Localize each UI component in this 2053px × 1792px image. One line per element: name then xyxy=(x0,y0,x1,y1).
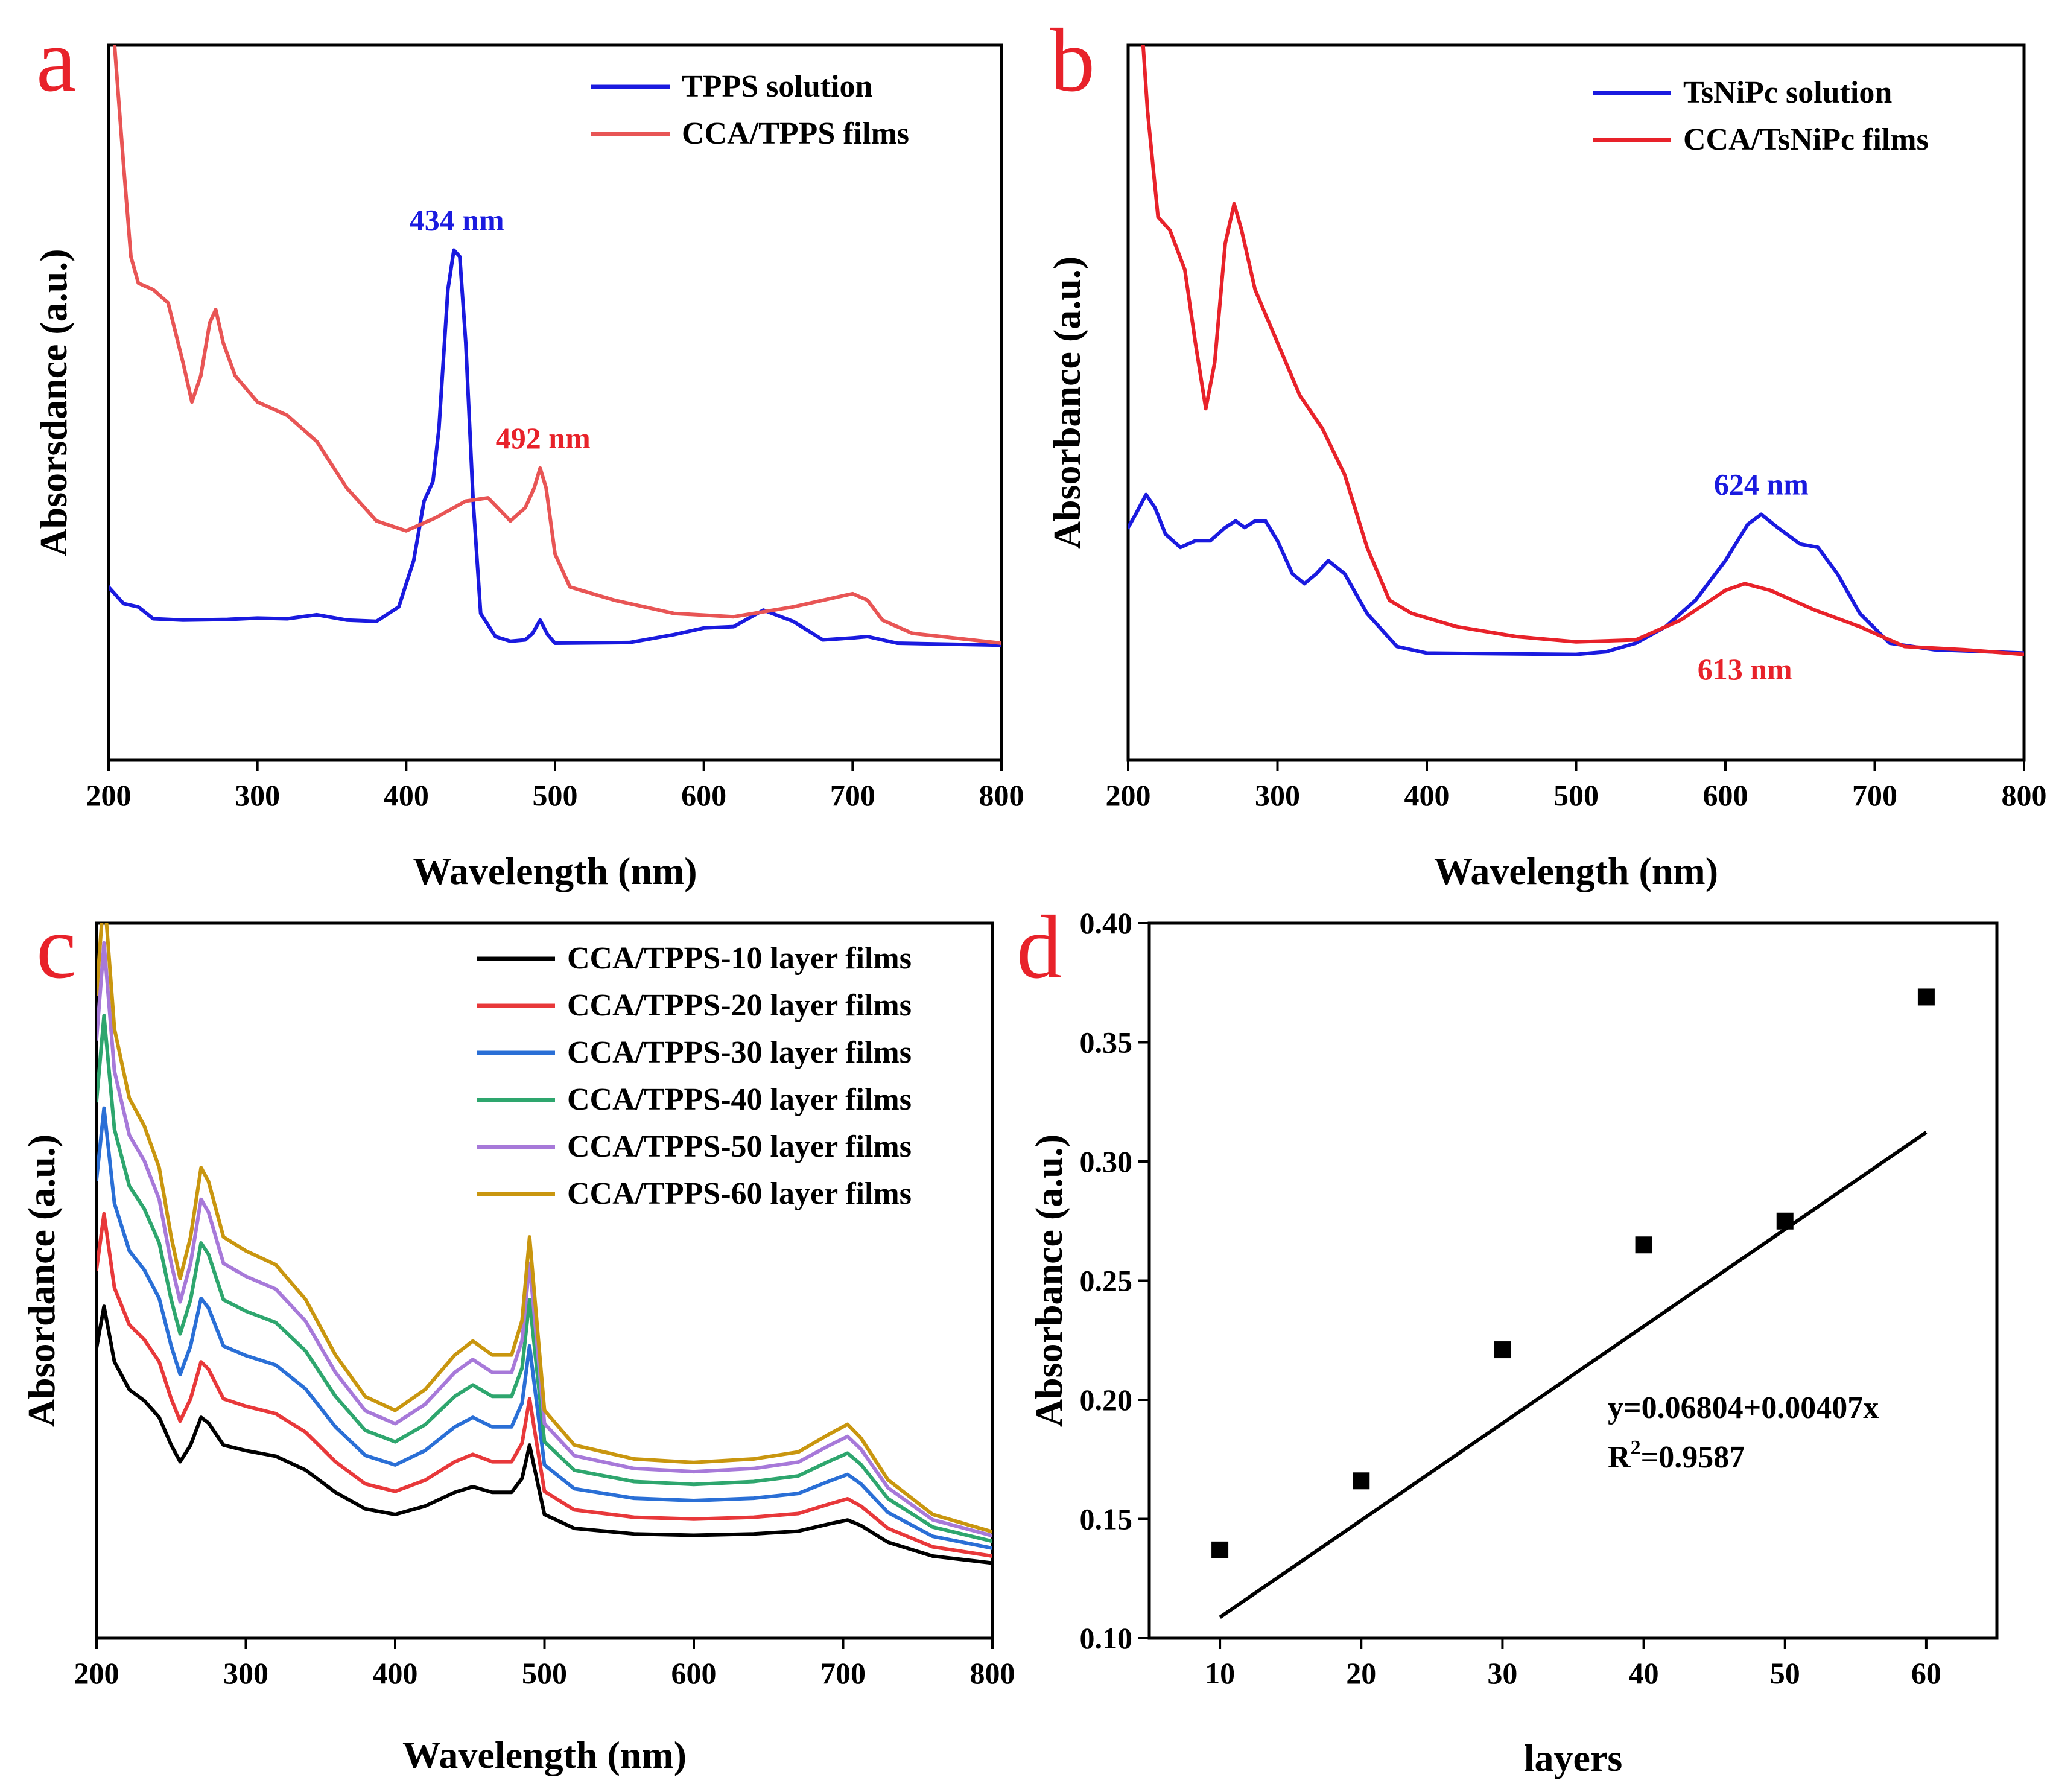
y-tick-label-d-4: 0.30 xyxy=(1080,1145,1133,1178)
series-line-c-3 xyxy=(97,1014,992,1543)
data-point-1 xyxy=(1353,1472,1370,1490)
x-tick-label-b-0: 200 xyxy=(1106,778,1151,812)
panel-label-a: a xyxy=(36,10,77,110)
x-tick-label-b-2: 400 xyxy=(1404,778,1450,812)
panel-label-b: b xyxy=(1050,10,1095,110)
legend-label-c-3: CCA/TPPS-40 layer films xyxy=(567,1082,912,1117)
y-tick-label-d-0: 0.10 xyxy=(1080,1621,1133,1655)
x-tick-label-b-5: 700 xyxy=(1852,778,1897,812)
panel-b-plot: 200 300 400 500 600 700 800 Wavelength (nm) Abso… xyxy=(1046,43,2047,892)
x-tick-label-a-5: 700 xyxy=(830,778,875,812)
x-tick-label-d-1: 20 xyxy=(1346,1656,1376,1690)
panel-c: c 200 300 400 500 600 700 800 Wavelength (nm) Ab… xyxy=(20,897,1015,1776)
x-tick-label-d-5: 60 xyxy=(1911,1656,1941,1690)
series-line-a-1 xyxy=(112,45,1001,645)
r-squared-superscript: 2 xyxy=(1631,1437,1641,1459)
panel-label-c: c xyxy=(36,897,77,997)
series-line-c-1 xyxy=(97,1212,992,1558)
series-group-c xyxy=(97,923,992,1565)
x-tick-label-a-2: 400 xyxy=(384,778,429,812)
fit-r-squared: R2=0.9587 xyxy=(1608,1437,1745,1475)
peak-annotation-a-0: 434 nm xyxy=(410,203,504,237)
peak-annotation-b-0: 624 nm xyxy=(1714,468,1809,501)
data-point-0 xyxy=(1211,1541,1229,1558)
legend-label-b-1: CCA/TsNiPc films xyxy=(1683,122,1929,157)
series-group-a xyxy=(109,45,1001,647)
x-tick-label-d-4: 50 xyxy=(1770,1656,1800,1690)
peak-annotation-b-1: 613 nm xyxy=(1698,652,1792,686)
x-tick-label-c-4: 600 xyxy=(671,1656,717,1690)
panel-a-plot: 200 300 400 500 600 700 800 Wavelength (nm) Abso… xyxy=(32,43,1024,892)
panel-c-plot: 200 300 400 500 600 700 800 Wavelength (nm) Abso… xyxy=(20,921,1015,1776)
data-point-4 xyxy=(1776,1212,1794,1230)
data-point-5 xyxy=(1917,988,1935,1006)
legend-label-c-0: CCA/TPPS-10 layer films xyxy=(567,941,912,976)
x-axis-title-d: layers xyxy=(1524,1736,1623,1779)
series-line-c-0 xyxy=(97,1304,992,1565)
plot-frame-a xyxy=(107,43,1003,762)
fit-line xyxy=(1219,1131,1928,1619)
x-tick-label-b-4: 600 xyxy=(1703,778,1748,812)
x-tick-label-a-4: 600 xyxy=(681,778,726,812)
x-tick-label-a-6: 800 xyxy=(979,778,1024,812)
panel-label-d: d xyxy=(1017,897,1062,997)
x-tick-label-c-3: 500 xyxy=(522,1656,567,1690)
r-squared-letter: R xyxy=(1608,1440,1631,1475)
legend-label-b-0: TsNiPc solution xyxy=(1683,75,1892,110)
x-tick-label-c-6: 800 xyxy=(970,1656,1015,1690)
series-line-c-4 xyxy=(97,941,992,1538)
fit-equation: y=0.06804+0.00407x xyxy=(1608,1391,1879,1425)
plot-frame-d xyxy=(1147,921,1999,1640)
x-axis-title-a: Wavelength (nm) xyxy=(413,850,697,892)
panel-b: b 200 300 400 500 600 700 800 Wavelength (nm) Ab… xyxy=(1046,10,2047,892)
panel-d: d 10 20 30 40 50 60 layers Absorbance (a.u.) 0.1… xyxy=(1017,897,1999,1779)
x-tick-label-c-5: 700 xyxy=(820,1656,866,1690)
x-tick-label-b-1: 300 xyxy=(1255,778,1300,812)
x-tick-label-c-2: 400 xyxy=(373,1656,418,1690)
data-point-3 xyxy=(1635,1236,1652,1254)
plot-frame-c xyxy=(95,921,994,1640)
legend-label-a-0: TPPS solution xyxy=(682,69,872,104)
panel-a: a 200 300 400 500 600 700 800 Wavelength (nm) Ab… xyxy=(32,10,1024,892)
x-tick-label-a-3: 500 xyxy=(533,778,578,812)
y-axis-title-b: Absorbance (a.u.) xyxy=(1046,256,1088,549)
y-tick-label-d-6: 0.40 xyxy=(1080,906,1133,940)
x-axis-title-b: Wavelength (nm) xyxy=(1434,850,1718,892)
x-tick-label-d-3: 40 xyxy=(1629,1656,1659,1690)
legend-label-a-1: CCA/TPPS films xyxy=(682,116,909,151)
x-tick-label-a-0: 200 xyxy=(86,778,132,812)
y-tick-label-d-5: 0.35 xyxy=(1080,1026,1133,1060)
y-axis-title-a: Absorsdance (a.u.) xyxy=(32,249,75,556)
series-line-c-2 xyxy=(97,1106,992,1550)
x-tick-label-b-6: 800 xyxy=(2002,778,2047,812)
y-tick-label-d-1: 0.15 xyxy=(1080,1502,1133,1536)
y-axis-title-d: Absorbance (a.u.) xyxy=(1027,1134,1070,1427)
y-tick-label-d-2: 0.20 xyxy=(1080,1383,1133,1417)
legend-label-c-1: CCA/TPPS-20 layer films xyxy=(567,988,912,1023)
series-line-c-5 xyxy=(97,923,992,1534)
series-group-b xyxy=(1128,45,2024,656)
r-squared-value: =0.9587 xyxy=(1641,1440,1745,1475)
y-tick-label-d-3: 0.25 xyxy=(1080,1264,1133,1298)
series-line-b-0 xyxy=(1128,492,2024,656)
x-axis-title-c: Wavelength (nm) xyxy=(402,1733,687,1776)
legend-label-c-2: CCA/TPPS-30 layer films xyxy=(567,1035,912,1070)
legend-label-c-5: CCA/TPPS-60 layer films xyxy=(567,1177,912,1211)
series-line-a-0 xyxy=(109,248,1001,647)
peak-annotation-a-1: 492 nm xyxy=(496,421,591,455)
data-point-2 xyxy=(1494,1341,1511,1359)
y-axis-title-c: Absordance (a.u.) xyxy=(20,1134,63,1427)
x-tick-label-d-2: 30 xyxy=(1487,1656,1517,1690)
x-tick-label-c-0: 200 xyxy=(74,1656,119,1690)
x-tick-label-a-1: 300 xyxy=(235,778,280,812)
panel-d-plot: 10 20 30 40 50 60 layers Absorbance (a.u.) 0.10 0… xyxy=(1027,906,1999,1779)
x-tick-label-d-0: 10 xyxy=(1205,1656,1235,1690)
x-tick-label-b-3: 500 xyxy=(1553,778,1599,812)
series-line-b-1 xyxy=(1141,45,2024,656)
legend-label-c-4: CCA/TPPS-50 layer films xyxy=(567,1130,912,1164)
x-tick-label-c-1: 300 xyxy=(223,1656,268,1690)
